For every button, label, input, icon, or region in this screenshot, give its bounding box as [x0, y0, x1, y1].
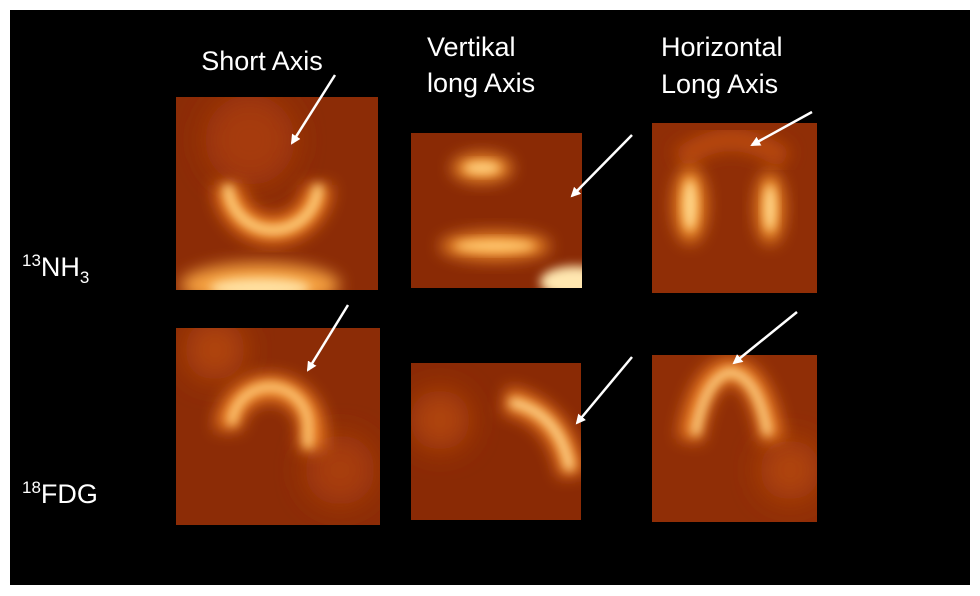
row-label: 18FDG	[22, 478, 98, 509]
scan-image	[652, 123, 817, 293]
label-main: NH	[41, 252, 80, 282]
label-main: FDG	[41, 479, 98, 509]
header: Vertikal	[427, 32, 516, 62]
superscript: 18	[22, 478, 41, 497]
row-label: 13NH3	[22, 251, 89, 287]
scan-image	[176, 97, 378, 290]
scan-image	[411, 133, 582, 288]
header: Long Axis	[661, 69, 778, 99]
scan-image	[176, 328, 380, 525]
header: long Axis	[427, 68, 535, 98]
header: Horizontal	[661, 32, 783, 62]
scan-image	[652, 355, 817, 522]
arrows	[290, 74, 813, 425]
superscript: 13	[22, 251, 41, 270]
subscript: 3	[80, 268, 89, 287]
header: Short Axis	[201, 46, 323, 76]
scan-image	[411, 363, 581, 520]
